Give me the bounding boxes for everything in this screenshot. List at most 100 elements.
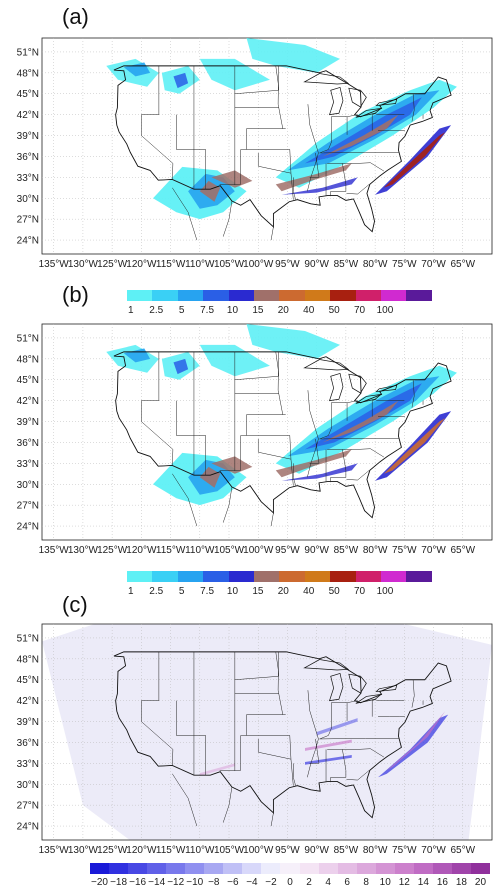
colorbar-tick-label: 2.5	[149, 586, 164, 597]
state-border	[319, 152, 400, 154]
colorbar-segment	[203, 290, 229, 301]
state-border	[219, 414, 247, 471]
lon-tick-label: 100°W	[243, 545, 274, 556]
lon-tick-label: 75°W	[392, 845, 417, 856]
state-border	[289, 735, 294, 786]
precipitation-field	[199, 466, 221, 488]
colorbar-tick-label: 50	[328, 586, 340, 597]
state-border	[331, 400, 358, 403]
great-lake	[348, 373, 367, 394]
panel-a-label: (a)	[62, 4, 89, 29]
colorbar-segment	[177, 571, 204, 582]
colorbar-segment	[432, 863, 452, 874]
lon-tick-label: 130°W	[68, 259, 99, 270]
state-border	[372, 699, 377, 701]
lat-tick-label: 48°N	[17, 354, 39, 365]
state-border	[346, 770, 370, 781]
state-border	[270, 226, 274, 241]
colorbar-segment	[470, 863, 490, 874]
lat-tick-label: 24°N	[17, 236, 39, 247]
precipitation-field	[304, 383, 422, 450]
precipitation-field	[173, 72, 189, 89]
state-border	[309, 438, 320, 464]
colorbar-segment	[299, 863, 319, 874]
colorbar-tick-label: 7.5	[200, 305, 215, 316]
map-frame	[41, 37, 493, 255]
colorbar-segment	[127, 571, 153, 582]
colorbar-tick-label: 70	[354, 305, 366, 316]
state-border	[289, 435, 294, 486]
lat-tick-label: 30°N	[17, 194, 39, 205]
state-border	[275, 351, 279, 377]
state-border	[172, 187, 198, 241]
lat-tick-label: 30°N	[17, 780, 39, 791]
colorbar-segment	[127, 290, 153, 301]
colorbar-segment	[261, 863, 281, 874]
colorbar-tick-label: −16	[129, 877, 147, 888]
colorbar-segment	[413, 863, 433, 874]
state-border	[327, 162, 385, 172]
state-border	[293, 463, 296, 486]
colorbar-segment	[356, 863, 376, 874]
state-border	[309, 152, 320, 178]
colorbar-tick-label: 18	[455, 877, 467, 888]
lon-tick-label: 135°W	[39, 845, 70, 856]
great-lake	[355, 107, 383, 118]
state-border	[277, 651, 284, 715]
lon-tick-label: 120°W	[126, 545, 157, 556]
state-border	[141, 65, 174, 180]
lon-tick-label: 110°W	[185, 845, 215, 856]
colorbar-segment	[406, 290, 432, 301]
precipitation-field	[246, 38, 341, 73]
colorbar-segment	[90, 863, 110, 874]
precipitation-field	[211, 170, 253, 188]
state-border	[330, 749, 347, 783]
lat-tick-label: 45°N	[17, 375, 39, 386]
colorbar-tick-label: 5	[178, 586, 185, 597]
precipitation-field	[281, 463, 358, 481]
state-border	[275, 651, 279, 677]
state-border	[257, 438, 292, 460]
lon-tick-label: 75°W	[392, 545, 417, 556]
state-border	[176, 700, 206, 776]
colorbar-tick-label: 20	[277, 586, 289, 597]
great-lake	[375, 684, 398, 693]
lon-tick-label: 75°W	[392, 259, 417, 270]
colorbar-segment	[109, 863, 129, 874]
state-border	[307, 690, 319, 778]
colorbar-segment	[318, 863, 338, 874]
precipitation-field	[383, 132, 446, 188]
state-border	[411, 379, 415, 408]
state-border	[234, 90, 279, 94]
state-border	[234, 676, 279, 680]
colorbar-segment	[185, 863, 205, 874]
lon-tick-label: 85°W	[334, 845, 359, 856]
state-border	[289, 149, 294, 200]
colorbar-a	[127, 290, 432, 301]
colorbar-tick-label: 14	[417, 877, 429, 888]
colorbar-tick-label: 16	[436, 877, 448, 888]
lon-tick-label: 70°W	[421, 845, 446, 856]
state-border	[346, 470, 370, 481]
colorbar-tick-label: 15	[252, 586, 264, 597]
state-border	[331, 700, 358, 703]
state-border	[372, 399, 377, 401]
lat-tick-label: 24°N	[17, 822, 39, 833]
state-border	[307, 390, 319, 478]
state-border	[270, 812, 274, 827]
state-border	[141, 651, 174, 766]
lat-tick-label: 36°N	[17, 152, 39, 163]
colorbar-tick-label: 8	[363, 877, 369, 888]
colorbar-tick-label: 0	[287, 877, 293, 888]
state-border	[277, 65, 284, 129]
colorbar-a-labels: 1 2.5 5 7.5 10 15 20 40 50 70 100	[127, 305, 432, 319]
lon-tick-label: 90°W	[304, 259, 329, 270]
colorbar-segment	[147, 863, 167, 874]
colorbar-tick-label: 40	[303, 305, 315, 316]
state-border	[319, 438, 400, 440]
colorbar-b	[127, 571, 432, 582]
colorbar-tick-label: −4	[246, 877, 258, 888]
precipitation-field	[199, 180, 221, 202]
great-lake	[375, 384, 398, 393]
colorbar-segment	[254, 290, 280, 301]
